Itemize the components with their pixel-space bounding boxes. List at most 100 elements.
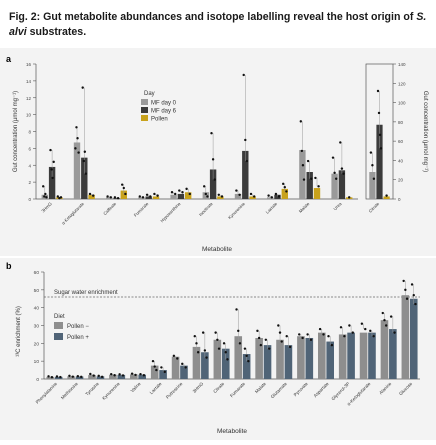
bar-pollen-methionine xyxy=(75,376,84,379)
data-point xyxy=(195,342,198,345)
data-point xyxy=(381,311,384,315)
data-point xyxy=(238,193,241,196)
data-point xyxy=(330,343,334,347)
bar-pollen-putrescine xyxy=(180,365,188,379)
bar-mf-day-0-urea xyxy=(331,173,338,199)
data-point xyxy=(204,192,207,196)
bar-pollen-kynurenine xyxy=(109,374,117,379)
bar-pollen-malate xyxy=(255,337,263,379)
x-tick-label: Lactate xyxy=(149,381,163,395)
data-point xyxy=(235,189,238,192)
y2-tick-label: 0 xyxy=(398,197,401,202)
data-point xyxy=(238,342,242,345)
bar-mf-day-0-citrate xyxy=(369,172,376,199)
data-point xyxy=(405,297,409,300)
y-tick-label: 60 xyxy=(34,270,40,276)
bar-pollen-valine xyxy=(138,374,146,379)
data-point xyxy=(100,375,104,379)
data-point xyxy=(278,331,282,334)
data-point xyxy=(243,347,247,350)
data-point xyxy=(193,335,196,338)
x-tick-label: Pyruvate xyxy=(293,381,309,397)
caption-suffix: substrates. xyxy=(29,26,87,38)
data-point xyxy=(235,308,238,311)
data-point xyxy=(285,335,288,338)
data-point xyxy=(267,194,270,197)
data-point xyxy=(253,195,256,198)
data-point xyxy=(71,375,75,378)
x-tick-label: Hypoxanthine xyxy=(159,201,182,224)
bar-mf-day-6-lactate xyxy=(274,194,281,199)
data-point xyxy=(277,324,280,327)
bar-pollen-tyrosine xyxy=(96,376,105,379)
legend-swatch-pollen-minus xyxy=(54,322,63,329)
panel-b-letter: b xyxy=(6,261,12,271)
data-point xyxy=(89,372,92,376)
data-point xyxy=(153,192,156,196)
data-point xyxy=(59,375,62,379)
x-tick-label: 3HmG xyxy=(40,201,53,214)
data-point xyxy=(369,151,373,154)
data-point xyxy=(414,302,417,306)
y-tick-label: 4 xyxy=(28,163,31,168)
legend-swatch-mf-day6 xyxy=(141,107,148,113)
y-tick-label: 12 xyxy=(26,96,32,101)
bar-pollen-caffeate xyxy=(120,190,127,199)
bar-pollen-fumarate xyxy=(152,196,160,199)
bar-pollen-malate xyxy=(313,188,321,199)
bar-pollen-valine xyxy=(130,374,138,379)
data-point xyxy=(176,357,179,360)
legend-label-pollen-plus: Pollen + xyxy=(67,335,89,341)
bar-pollen-citrate xyxy=(221,348,230,379)
data-point xyxy=(184,366,187,369)
caption-prefix: Fig. 2: Gut metabolite abundances and is… xyxy=(9,11,414,23)
data-point xyxy=(301,164,305,167)
data-point xyxy=(203,185,206,188)
bar-mf-day-6-citrate xyxy=(376,124,383,199)
data-point xyxy=(314,176,317,180)
data-point xyxy=(285,190,288,193)
x-tick-label: Urea xyxy=(332,201,343,212)
bar-mf-day-6-urea xyxy=(338,170,346,199)
data-point xyxy=(88,192,92,196)
bar-mf-day-0-caffeate xyxy=(106,197,113,199)
bar-pollen-kynurenine xyxy=(249,196,256,199)
data-point xyxy=(270,196,273,199)
data-point xyxy=(59,196,63,199)
data-point xyxy=(74,147,77,150)
data-point xyxy=(76,137,79,140)
data-point xyxy=(302,178,306,181)
data-point xyxy=(122,186,126,190)
y-tick-label: 2 xyxy=(28,180,31,185)
data-point xyxy=(188,192,191,196)
x-tick-label: Glycerol-3P xyxy=(330,381,350,401)
data-point xyxy=(206,195,209,198)
data-point xyxy=(402,279,405,283)
data-point xyxy=(371,164,374,167)
data-point xyxy=(214,331,217,334)
data-point xyxy=(301,336,304,340)
x-tick-label: Fumarate xyxy=(229,381,247,399)
data-point xyxy=(217,347,221,350)
x-tick-label: Alanine xyxy=(378,381,393,396)
bar-mf-day-0-lactate xyxy=(267,197,274,199)
bar-pollen-malate xyxy=(263,345,272,379)
bar-mf-day-0-ketoglutarate xyxy=(73,142,81,199)
data-point xyxy=(360,322,364,325)
data-point xyxy=(49,148,52,152)
bar-pollen-methionine xyxy=(67,376,75,379)
x-tick-label: Kynurenine xyxy=(101,381,121,401)
data-point xyxy=(244,138,247,142)
data-point xyxy=(153,365,156,368)
data-point xyxy=(298,333,301,336)
data-point xyxy=(139,372,142,376)
x-tick-label: Tyrosine xyxy=(84,381,100,397)
bar-pollen-lactate xyxy=(159,370,167,379)
data-point xyxy=(342,172,345,175)
data-point xyxy=(113,196,117,199)
data-point xyxy=(282,182,285,186)
x-tick-label: α-Ketoglutarate xyxy=(61,201,86,226)
data-point xyxy=(376,89,380,93)
x-tick-label: Methionine xyxy=(60,381,79,400)
